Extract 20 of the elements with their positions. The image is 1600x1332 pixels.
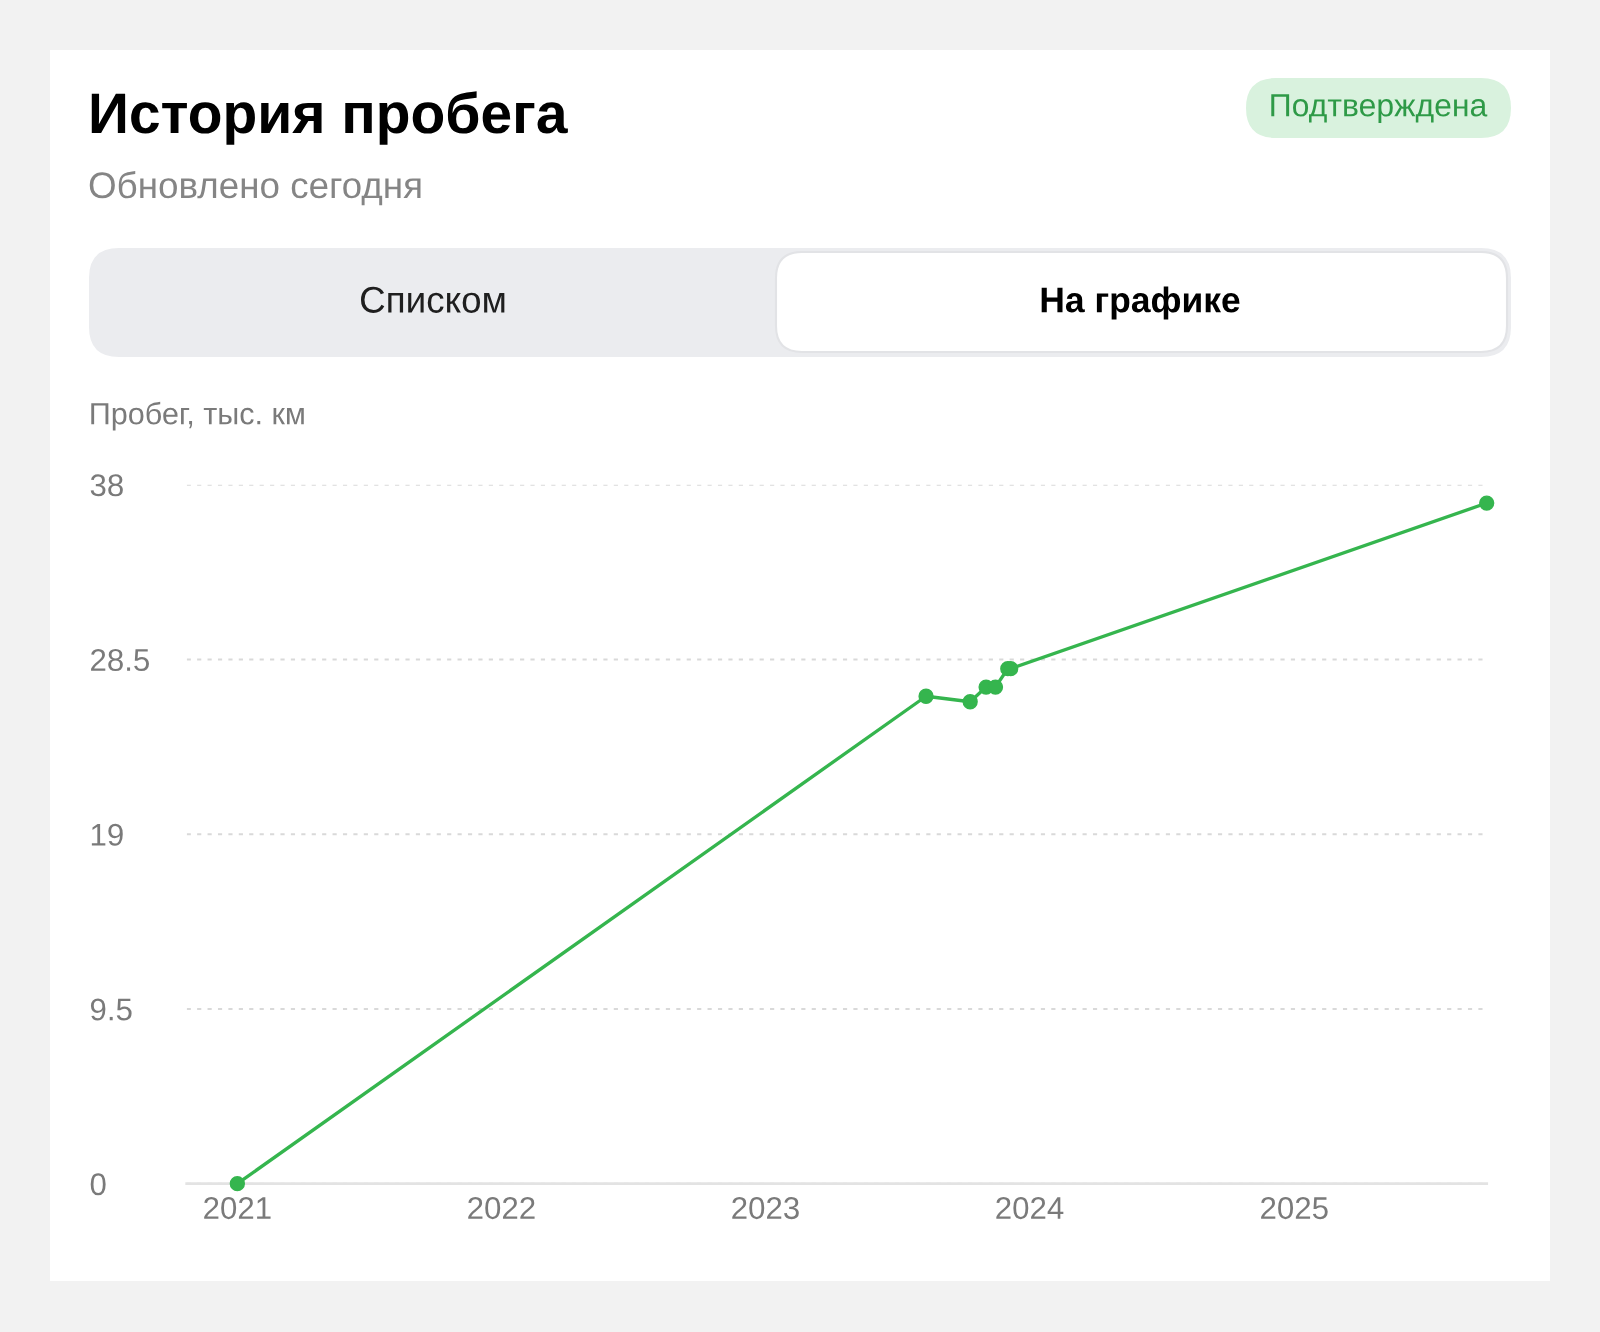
y-tick-label: 38 xyxy=(90,474,123,497)
text: Списком xyxy=(360,286,505,313)
chart-subtitle: Обновлено сегодня xyxy=(89,171,421,206)
y-tick-label: 19 xyxy=(91,823,123,846)
y-tick-label: 28.5 xyxy=(91,648,149,672)
x-tick-label: 2025 xyxy=(1261,1197,1328,1220)
y-tick-label: 9.5 xyxy=(90,998,132,1021)
x-tick-label: 2021 xyxy=(204,1197,271,1220)
y-axis-title: Пробег, тыс. км xyxy=(91,401,304,431)
y-tick-label: 0 xyxy=(90,1173,106,1196)
point xyxy=(229,1176,245,1192)
chart-title: История пробега xyxy=(91,91,568,145)
x-tick-label: 2024 xyxy=(996,1197,1064,1220)
point xyxy=(918,688,934,704)
text: Подтверждена xyxy=(1271,94,1488,123)
text: На графике xyxy=(1041,286,1240,320)
x-tick-label: 2023 xyxy=(732,1197,799,1220)
point xyxy=(962,694,978,710)
x-tick-label: 2022 xyxy=(468,1197,535,1220)
point xyxy=(1479,495,1495,511)
